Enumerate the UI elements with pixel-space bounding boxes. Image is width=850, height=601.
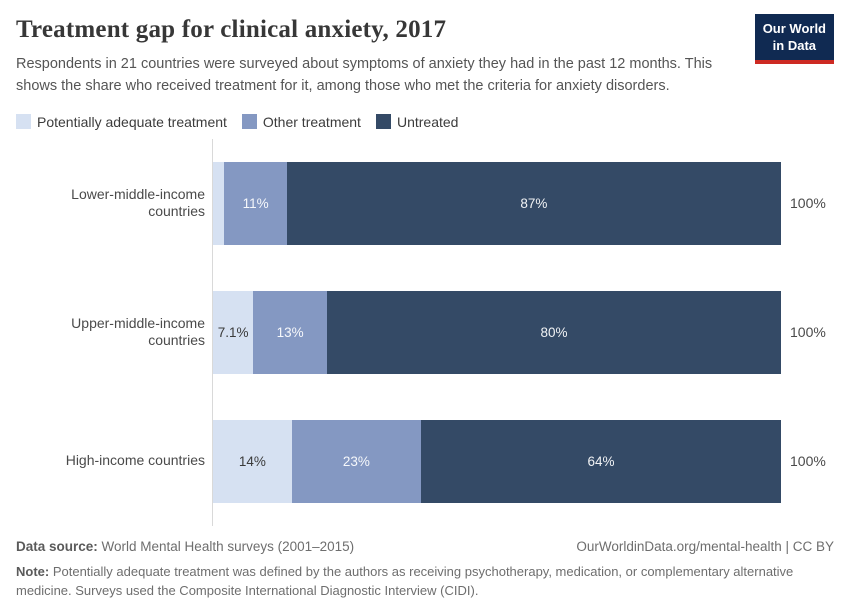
bar-segment[interactable]: 23% <box>291 419 422 503</box>
total-label: 100% <box>790 195 826 211</box>
legend-label: Untreated <box>396 113 459 130</box>
stacked-bar: 14% 23% 64% <box>213 419 781 503</box>
legend-swatch <box>16 114 31 129</box>
stacked-bar: 7.1% 13% 80% <box>213 290 781 374</box>
data-source-text: World Mental Health surveys (2001–2015) <box>97 538 355 554</box>
chart-footer: Data source: World Mental Health surveys… <box>16 539 834 601</box>
category-label: Upper-middle-income countries <box>71 314 205 349</box>
chart-subtitle: Respondents in 21 countries were surveye… <box>16 56 713 94</box>
chart-row: High-income countries 14% 23% 64% 100% <box>16 396 834 526</box>
data-source: Data source: World Mental Health surveys… <box>16 539 354 554</box>
page-title: Treatment gap for clinical anxiety, 2017 <box>16 16 447 43</box>
chart-row: Lower-middle-income countries 11% 87% 100% <box>16 138 834 268</box>
title-block: Treatment gap for clinical anxiety, 2017… <box>16 13 753 109</box>
row-plot-area: 7.1% 13% 80% 100% <box>212 267 834 397</box>
legend-swatch <box>241 114 257 129</box>
bar-segment[interactable]: 11% <box>224 161 287 245</box>
chart-row: Upper-middle-income countries 7.1% 13% 80% 1… <box>16 267 834 397</box>
bar-segment[interactable] <box>213 161 225 245</box>
category-label: High-income countries <box>65 452 205 469</box>
legend-item[interactable]: Other treatment <box>241 113 361 130</box>
bar-segment[interactable]: 14% <box>213 419 292 503</box>
legend-label: Other treatment <box>262 113 361 130</box>
bar-segment[interactable]: 87% <box>286 161 781 245</box>
legend-item[interactable]: Untreated <box>375 113 459 130</box>
stacked-bar: 11% 87% <box>213 161 781 245</box>
source-row: Data source: World Mental Health surveys… <box>16 539 834 554</box>
bar-segment[interactable]: 7.1% <box>213 290 254 374</box>
total-label: 100% <box>790 453 826 469</box>
legend-item[interactable]: Potentially adequate treatment <box>16 114 227 130</box>
note-text: Potentially adequate treatment was defin… <box>16 563 794 599</box>
legend-swatch <box>375 114 391 129</box>
chart-legend: Potentially adequate treatment Other trea… <box>16 111 834 133</box>
category-label: Lower-middle-income countries <box>71 185 205 220</box>
data-source-label: Data source: <box>16 538 98 554</box>
bar-segment[interactable]: 64% <box>421 419 781 503</box>
logo-line-2: in Data <box>772 37 817 53</box>
chart-header: Treatment gap for clinical anxiety, 2017… <box>16 0 834 109</box>
row-plot-area: 11% 87% 100% <box>212 138 834 268</box>
row-plot-area: 14% 23% 64% 100% <box>212 396 834 526</box>
total-label: 100% <box>790 324 826 340</box>
bar-segment[interactable]: 13% <box>253 290 328 374</box>
stacked-bar-chart: Lower-middle-income countries 11% 87% 100% U… <box>16 138 834 526</box>
bar-segment[interactable]: 80% <box>327 290 781 374</box>
owid-logo: Our World in Data <box>754 14 834 64</box>
logo-line-1: Our World <box>762 21 826 36</box>
legend-label: Potentially adequate treatment <box>37 113 227 130</box>
note-label: Note: <box>16 563 50 579</box>
chart-note: Note: Potentially adequate treatment was… <box>16 562 808 601</box>
attribution-link[interactable]: OurWorldinData.org/mental-health | CC BY <box>576 538 834 554</box>
